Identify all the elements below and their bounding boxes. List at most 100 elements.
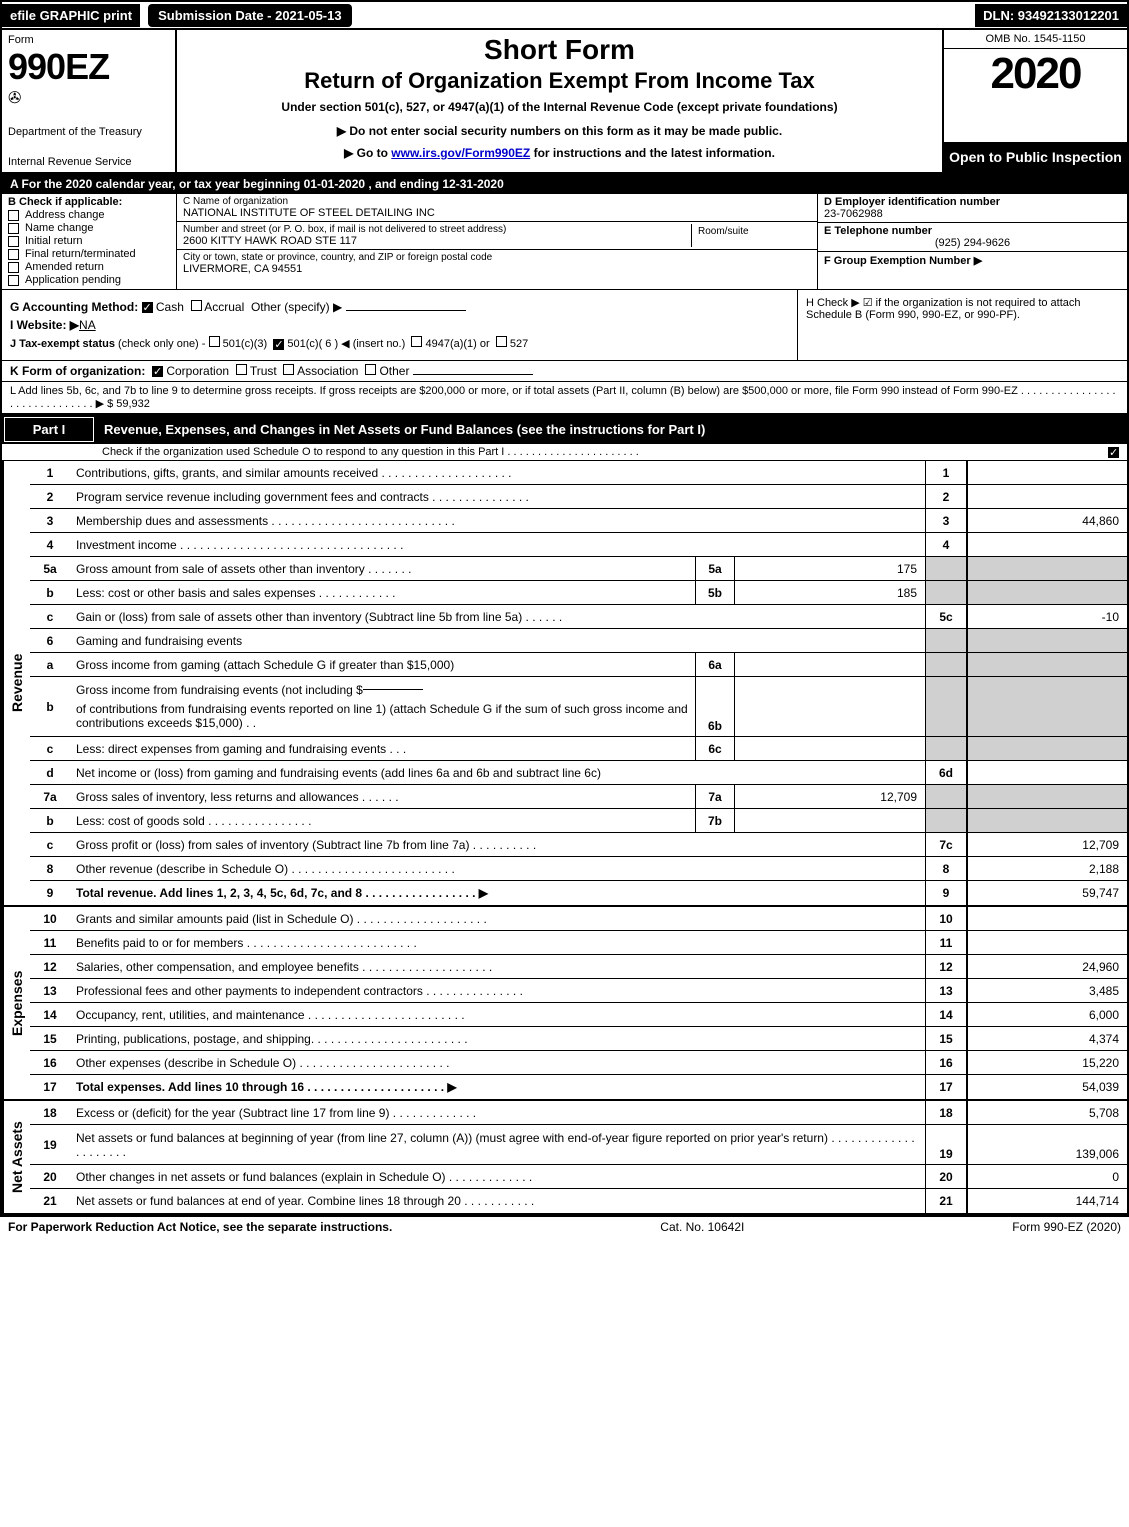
line-6d-colnum: 6d [925,761,967,784]
line-3: 3 Membership dues and assessments . . . … [30,509,1127,533]
line-12-num: 12 [30,955,70,978]
checkbox-name[interactable] [8,223,19,234]
checkbox-501c[interactable] [273,339,284,350]
addr-change-label: Address change [25,209,105,221]
line-5a-value [967,557,1127,580]
form-label: Form [8,34,169,46]
checkbox-association[interactable] [283,364,294,375]
line-19: 19 Net assets or fund balances at beginn… [30,1125,1127,1165]
line-7b-num: b [30,809,70,832]
header-center: Short Form Return of Organization Exempt… [177,30,942,172]
website-value: NA [79,318,96,332]
line-6a-midnum: 6a [695,653,735,676]
line-1-value [967,461,1127,484]
final-return-label: Final return/terminated [25,248,136,260]
line-7a-midval: 12,709 [735,785,925,808]
line-6b-amount-field[interactable] [363,689,423,690]
line-2-desc: Program service revenue including govern… [70,485,925,508]
line-6c-midval [735,737,925,760]
line-18: 18 Excess or (deficit) for the year (Sub… [30,1101,1127,1125]
checkbox-cash[interactable] [142,302,153,313]
line-6b-midnum: 6b [695,677,735,736]
form-number: 990EZ [8,46,169,88]
org-name-value: NATIONAL INSTITUTE OF STEEL DETAILING IN… [183,207,811,219]
line-7c-colnum: 7c [925,833,967,856]
line-6a-num: a [30,653,70,676]
line-21: 21 Net assets or fund balances at end of… [30,1189,1127,1213]
amended-label: Amended return [25,261,104,273]
line-5c-value: -10 [967,605,1127,628]
line-4-num: 4 [30,533,70,556]
line-7a-midnum: 7a [695,785,735,808]
line-3-desc: Membership dues and assessments . . . . … [70,509,925,532]
line-1-num: 1 [30,461,70,484]
line-7b-colnum [925,809,967,832]
line-10-value [967,907,1127,930]
revenue-side-label: Revenue [2,461,30,905]
j-note: (check only one) - [118,338,205,350]
line-7b-midnum: 7b [695,809,735,832]
line-5c-num: c [30,605,70,628]
j-527: 527 [510,338,528,350]
ssn-warning: ▶ Do not enter social security numbers o… [185,124,934,138]
k-trust: Trust [250,364,277,378]
line-20-desc: Other changes in net assets or fund bala… [70,1165,925,1188]
checkbox-final[interactable] [8,249,19,260]
checkbox-address[interactable] [8,210,19,221]
checkbox-initial[interactable] [8,236,19,247]
line-6-colnum [925,629,967,652]
open-inspection: Open to Public Inspection [944,142,1127,172]
block-bcdef: B Check if applicable: Address change Na… [2,194,1127,290]
line-7a-value [967,785,1127,808]
checkbox-schedule-o[interactable] [1108,447,1119,458]
line-7a-num: 7a [30,785,70,808]
line-13-value: 3,485 [967,979,1127,1002]
line-16: 16 Other expenses (describe in Schedule … [30,1051,1127,1075]
line-6c-value [967,737,1127,760]
other-specify-field[interactable] [346,310,466,311]
line-8: 8 Other revenue (describe in Schedule O)… [30,857,1127,881]
checkbox-4947[interactable] [411,336,422,347]
line-14-num: 14 [30,1003,70,1026]
line-15-num: 15 [30,1027,70,1050]
city-value: LIVERMORE, CA 94551 [183,263,811,275]
block-def: D Employer identification number 23-7062… [817,194,1127,289]
group-exemption-label: F Group Exemption Number ▶ [824,254,1121,267]
line-6b-value [967,677,1127,736]
irs-link[interactable]: www.irs.gov/Form990EZ [391,146,530,160]
line-6b-midval [735,677,925,736]
line-13-colnum: 13 [925,979,967,1002]
block-g-left: G Accounting Method: Cash Accrual Other … [2,290,797,360]
street-value: 2600 KITTY HAWK ROAD STE 117 [183,235,691,247]
cash-label: Cash [156,300,184,314]
line-13-num: 13 [30,979,70,1002]
initial-return-label: Initial return [25,235,82,247]
line-5b-value [967,581,1127,604]
irs-label: Internal Revenue Service [8,156,169,168]
k-other-field[interactable] [413,374,533,375]
line-6: 6 Gaming and fundraising events [30,629,1127,653]
line-7c-value: 12,709 [967,833,1127,856]
checkbox-pending[interactable] [8,275,19,286]
checkbox-corporation[interactable] [152,366,163,377]
line-10: 10 Grants and similar amounts paid (list… [30,907,1127,931]
net-assets-side-label: Net Assets [2,1101,30,1213]
line-11-num: 11 [30,931,70,954]
accrual-label: Accrual [204,300,244,314]
line-6d: d Net income or (loss) from gaming and f… [30,761,1127,785]
room-suite: Room/suite [691,224,811,247]
expenses-side-label: Expenses [2,907,30,1099]
line-5b-desc: Less: cost or other basis and sales expe… [70,581,695,604]
line-12: 12 Salaries, other compensation, and emp… [30,955,1127,979]
checkbox-other-org[interactable] [365,364,376,375]
checkbox-527[interactable] [496,336,507,347]
checkbox-accrual[interactable] [191,300,202,311]
line-4-colnum: 4 [925,533,967,556]
part-i-sub-text: Check if the organization used Schedule … [102,446,639,458]
k-corp: Corporation [166,364,229,378]
checkbox-501c3[interactable] [209,336,220,347]
checkbox-amended[interactable] [8,262,19,273]
k-label: K Form of organization: [10,364,145,378]
checkbox-trust[interactable] [236,364,247,375]
line-5a-midval: 175 [735,557,925,580]
